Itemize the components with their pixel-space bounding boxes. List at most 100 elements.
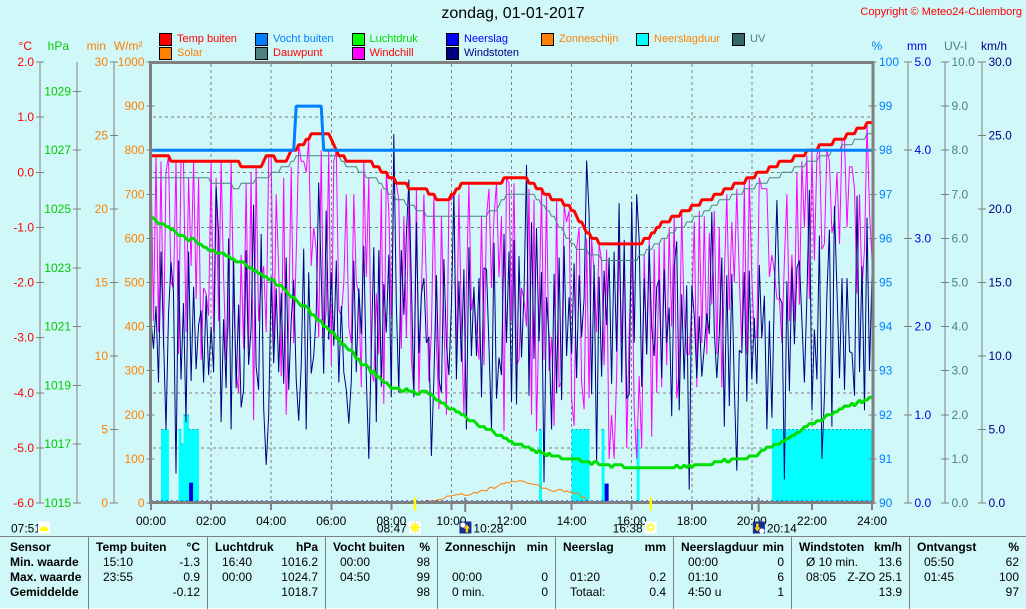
neerslagduur-bar [791, 429, 795, 503]
y-axis-tick-label: 3.0 [952, 364, 969, 378]
neerslagduur-bar [776, 429, 780, 503]
y-axis-tick-label: 700 [124, 187, 144, 201]
neerslagduur-bar [816, 429, 820, 503]
legend-item-neerslag: Neerslag [446, 33, 508, 46]
stats-cell-value: 100 [998, 570, 1019, 584]
y-axis-rain: 5.0 4.0 3.0 2.0 1.0 0.0 mm [904, 39, 932, 510]
legend-item-windstoten: Windstoten [446, 47, 519, 60]
y-axis-tick-label: 1.0 [952, 452, 969, 466]
legend-item-zonneschijn: Zonneschijn [541, 33, 618, 46]
marker-sunset-time: 16:38 [613, 522, 643, 536]
stats-header-row: Zonneschijn min [438, 540, 555, 555]
stats-row-label: Min. waarde [10, 555, 79, 569]
neerslagduur-bar [869, 429, 873, 503]
stats-column-windstoten: Windstoten km/h Ø 10 min. 13.6 08:05 Z-ZO 25.… [791, 537, 909, 609]
stats-row-avg: 1018.7 [208, 585, 325, 600]
marker-moonset-time: 20:14 [767, 522, 797, 536]
y-axis-tick-label: -4.0 [13, 386, 34, 400]
legend-item-dauwpunt: Dauwpunt [255, 47, 323, 60]
sunset-ring [646, 523, 655, 532]
neerslagduur-bar [834, 429, 838, 503]
stats-row-avg: Totaal: 0.4 [556, 585, 673, 600]
neerslagduur-bar [191, 429, 194, 503]
stats-row-min: 15:10 -1.3 [89, 555, 207, 570]
legend-item-vocht-buiten: Vocht buiten [255, 33, 334, 46]
neerslagduur-bar [859, 429, 863, 503]
y-axis-tick-label: 10 [95, 349, 109, 363]
neerslagduur-bar [826, 429, 830, 503]
stats-header-row: Ontvangst% [910, 540, 1026, 555]
y-axis-tick-label: 100 [124, 452, 144, 466]
stats-cell-value: 97 [1005, 585, 1019, 599]
stats-row-max: 00:00 0 [438, 570, 555, 585]
stats-cell-time: 05:50 [924, 555, 955, 569]
legend-label-vocht-buiten: Vocht buiten [273, 33, 334, 45]
stats-row-avg: Gemiddelde [0, 585, 88, 600]
stats-cell-time: 01:10 [688, 570, 719, 584]
neerslagduur-bar [774, 429, 778, 503]
legend-item-windchill: Windchill [351, 47, 414, 60]
neerslagduur-bar [851, 429, 855, 503]
stats-cell-time [556, 555, 570, 569]
neerslagduur-bar [181, 444, 184, 503]
stats-header-row: Vocht buiten% [326, 540, 437, 555]
legend-item-luchtdruk: Luchtdruk [351, 33, 418, 46]
y-axis-tick-label: 94 [879, 320, 893, 334]
neerslagduur-bar [781, 429, 785, 503]
legend-label-temp-buiten: Temp buiten [177, 33, 237, 45]
y-axis-tick-label: 5.0 [989, 423, 1006, 437]
neerslagduur-bar [849, 429, 853, 503]
stats-row-label: Max. waarde [10, 570, 82, 584]
y-axis-tick-label: 400 [124, 320, 144, 334]
stats-cell-time [792, 585, 806, 599]
sun-ray [410, 523, 414, 526]
neerslagduur-bar [571, 429, 575, 503]
y-axis-tick-label: 300 [124, 364, 144, 378]
stats-cell-value: 0 [541, 585, 548, 599]
sun-disc [411, 524, 419, 531]
y-axis-tick-label: -2.0 [13, 276, 34, 290]
y-axis-tick-label: 5 [101, 423, 108, 437]
sun-ray [416, 523, 420, 526]
stats-row-min: 16:40 1016.2 [208, 555, 325, 570]
moon-disc [460, 522, 466, 528]
y-axis-tick-label: 1029 [44, 84, 71, 98]
neerslag-bar [189, 482, 194, 503]
y-axis-title: W/m² [114, 39, 143, 53]
stats-cell-value: 98 [416, 555, 430, 569]
y-axis-tick-label: 1019 [44, 378, 71, 392]
x-axis-tick-label: 02:00 [196, 514, 226, 528]
y-axis-tick-label: 97 [879, 187, 893, 201]
stats-cell-time: Ø 10 min. [806, 555, 859, 569]
y-axis-tick-label: 0.0 [17, 165, 34, 179]
series-luchtdruk-line [151, 216, 872, 470]
x-axis-tick-label: 04:00 [256, 514, 286, 528]
neerslagduur-bar [829, 429, 833, 503]
y-axis-tick-label: 25 [95, 129, 109, 143]
neerslagduur-bar [586, 429, 590, 503]
legend-item-temp-buiten: Temp buiten [159, 33, 237, 46]
stats-header-row: Sensor [0, 540, 88, 555]
legend-swatch-temp-buiten [159, 33, 172, 46]
neerslagduur-bar [196, 429, 199, 503]
stats-row-min [438, 555, 555, 570]
neerslagduur-bar [819, 429, 823, 503]
stats-cell-time: Totaal: [570, 585, 606, 599]
stats-cell-time: 15:10 [103, 555, 134, 569]
y-axis-title: UV-I [944, 39, 967, 53]
stats-header-unit: km/h [873, 540, 902, 554]
stats-cell-value: 13.9 [878, 585, 902, 599]
neerslagduur-bar [178, 429, 182, 503]
neerslagduur-bar [801, 429, 805, 503]
y-axis-title: °C [19, 39, 33, 53]
stats-cell-time [208, 585, 222, 599]
y-axis-tick-label: 5.0 [915, 55, 932, 69]
marker-sunrise-dash [413, 497, 417, 511]
neerslag-bars [189, 482, 609, 503]
y-axis-tick-label: 20.0 [989, 202, 1013, 216]
x-axis-tick-label: 14:00 [557, 514, 587, 528]
neerslagduur-bar [163, 429, 167, 503]
y-axis-tick-label: 20 [95, 202, 109, 216]
stats-column-luchtdruk: Luchtdruk hPa 16:40 1016.2 00:00 1024.7 1018.7 [207, 537, 325, 609]
stats-cell-value: -0.12 [172, 585, 200, 599]
